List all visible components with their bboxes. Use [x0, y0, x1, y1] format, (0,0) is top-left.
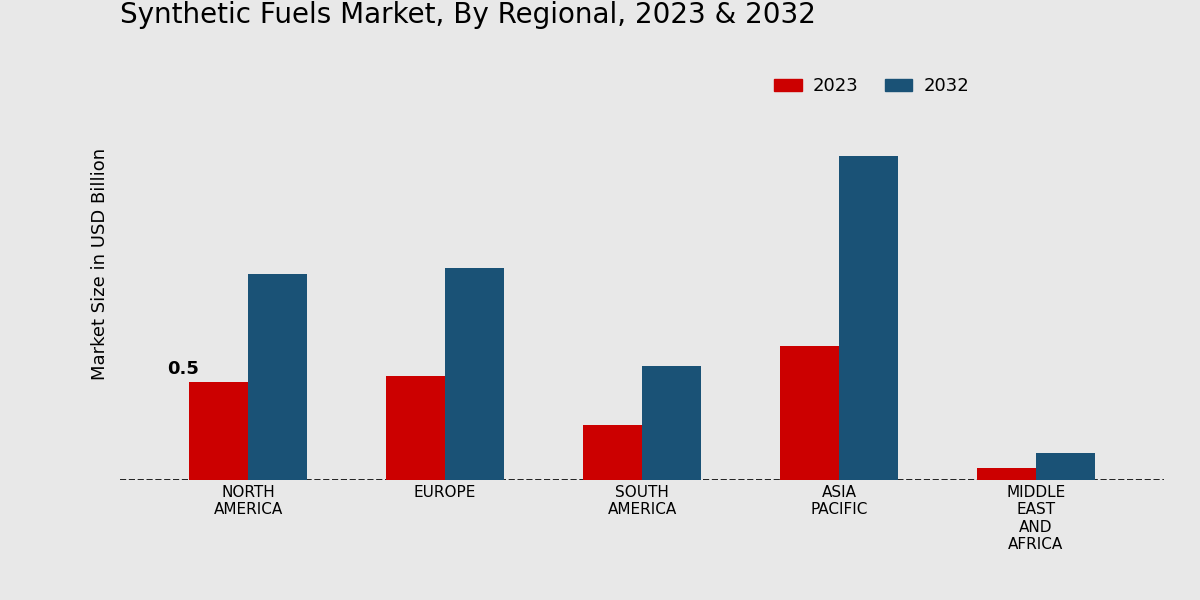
Bar	[583, 425, 642, 480]
Bar	[445, 268, 504, 480]
Legend: 2023, 2032: 2023, 2032	[767, 70, 976, 103]
Y-axis label: Market Size in USD Billion: Market Size in USD Billion	[91, 148, 109, 380]
Bar	[1036, 452, 1096, 480]
Bar	[642, 366, 701, 480]
Bar	[839, 156, 898, 480]
Bar	[977, 468, 1036, 480]
Bar	[188, 382, 248, 480]
Bar	[780, 346, 839, 480]
Text: Synthetic Fuels Market, By Regional, 2023 & 2032: Synthetic Fuels Market, By Regional, 202…	[120, 1, 816, 29]
Text: 0.5: 0.5	[167, 360, 199, 378]
Bar	[248, 274, 307, 480]
Bar	[386, 376, 445, 480]
